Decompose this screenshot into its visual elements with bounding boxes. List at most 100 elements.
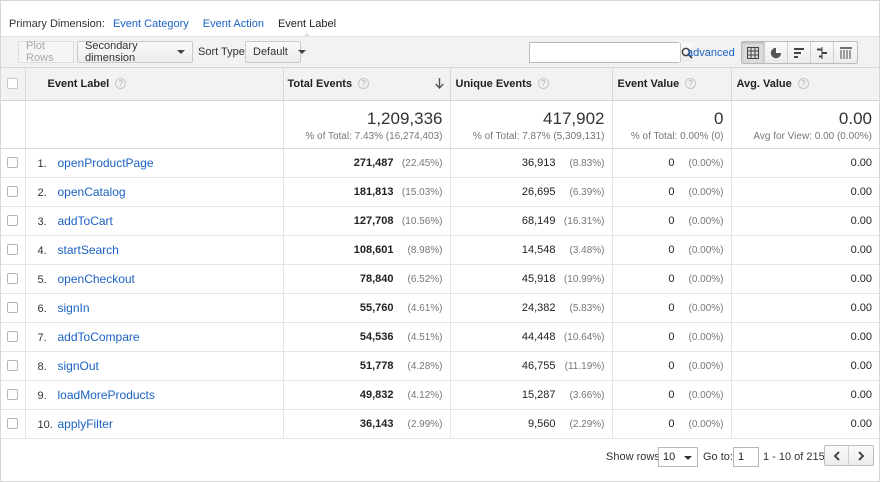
- event-value-cell: 0 (0.00%): [612, 235, 732, 265]
- unique-events-value: 15,287: [521, 388, 556, 401]
- unique-events-pct: (8.83%): [569, 157, 605, 169]
- unique-events-cell: 24,382 (5.83%): [450, 293, 613, 323]
- total-events-pct: (8.98%): [407, 244, 443, 256]
- event-label-link[interactable]: applyFilter: [57, 416, 113, 431]
- event-label-link[interactable]: openCatalog: [57, 184, 126, 199]
- row-checkbox[interactable]: [7, 186, 19, 198]
- event-label-link[interactable]: addToCompare: [57, 329, 140, 344]
- table-row: 6. signIn 55,760 (4.61%) 24,382 (5.83%) 0 (0.00…: [1, 293, 879, 323]
- help-icon[interactable]: ?: [797, 77, 809, 89]
- event-label-link[interactable]: startSearch: [57, 242, 119, 257]
- dimension-event-category[interactable]: Event Category: [112, 18, 189, 30]
- table-row: 5. openCheckout 78,840 (6.52%) 45,918 (10.99%…: [1, 264, 879, 294]
- event-label-link[interactable]: signOut: [57, 358, 99, 373]
- total-events-value: 108,601: [353, 243, 394, 256]
- goto-input[interactable]: 1: [733, 447, 759, 467]
- search-icon: [681, 47, 693, 59]
- row-checkbox[interactable]: [7, 389, 19, 401]
- total-events-pct: (2.99%): [407, 418, 443, 430]
- show-rows-select[interactable]: 10: [658, 447, 698, 467]
- unique-events-pct: (10.99%): [563, 273, 605, 285]
- next-page-button[interactable]: [849, 446, 873, 465]
- summary-avg-value-value: 0.00: [838, 108, 872, 128]
- avg-value-cell: 0.00: [731, 293, 879, 323]
- col-event-value[interactable]: Event Value?: [612, 68, 732, 101]
- row-checkbox-cell: [1, 206, 26, 236]
- event-label-link[interactable]: openProductPage: [57, 155, 154, 170]
- total-events-pct: (15.03%): [401, 186, 443, 198]
- chevron-down-icon: [297, 50, 306, 54]
- event-label-link[interactable]: addToCart: [57, 213, 113, 228]
- row-checkbox[interactable]: [7, 273, 19, 285]
- col-unique-events[interactable]: Unique Events?: [450, 68, 613, 101]
- primary-dimension-bar: Primary Dimension: Event Category Event …: [9, 17, 337, 38]
- event-value-pct: (0.00%): [688, 157, 724, 169]
- col-event-label[interactable]: Event Label?: [25, 68, 284, 101]
- help-icon[interactable]: ?: [685, 77, 697, 89]
- performance-view-icon: [794, 47, 804, 58]
- search-input[interactable]: [530, 43, 680, 62]
- unique-events-cell: 44,448 (10.64%): [450, 322, 613, 352]
- pie-view-button[interactable]: [765, 42, 788, 63]
- total-events-pct: (22.45%): [401, 157, 443, 169]
- sort-type-dropdown[interactable]: Default: [245, 41, 306, 63]
- summary-total-events-sub: % of Total: 7.43% (16,274,403): [305, 130, 443, 142]
- unique-events-value: 26,695: [521, 185, 556, 198]
- unique-events-pct: (3.66%): [569, 389, 605, 401]
- row-checkbox-cell: [1, 322, 26, 352]
- unique-events-cell: 9,560 (2.29%): [450, 409, 613, 439]
- total-events-value: 271,487: [353, 156, 394, 169]
- event-label-cell: 5. openCheckout: [25, 264, 284, 294]
- col-event-value-text: Event Value: [617, 77, 680, 90]
- row-checkbox[interactable]: [7, 244, 19, 256]
- event-label-cell: 4. startSearch: [25, 235, 284, 265]
- help-icon[interactable]: ?: [537, 77, 549, 89]
- event-label-cell: 8. signOut: [25, 351, 284, 381]
- table-view-icon: [747, 46, 759, 59]
- event-label-link[interactable]: loadMoreProducts: [57, 387, 155, 402]
- event-value-value: 0: [668, 330, 675, 343]
- comparison-view-button[interactable]: [811, 42, 834, 63]
- row-checkbox[interactable]: [7, 157, 19, 169]
- table-view-button[interactable]: [742, 42, 765, 63]
- advanced-filter-link[interactable]: advanced: [687, 47, 735, 59]
- goto-label: Go to:: [703, 451, 733, 463]
- event-value-value: 0: [668, 359, 675, 372]
- dimension-event-label[interactable]: Event Label: [277, 18, 337, 38]
- search-button[interactable]: [680, 43, 693, 62]
- unique-events-value: 44,448: [521, 330, 556, 343]
- col-total-events[interactable]: Total Events?: [283, 68, 451, 101]
- plot-rows-button[interactable]: Plot Rows: [18, 40, 74, 64]
- event-value-cell: 0 (0.00%): [612, 264, 732, 294]
- unique-events-pct: (6.39%): [569, 186, 605, 198]
- event-value-pct: (0.00%): [688, 215, 724, 227]
- event-value-value: 0: [668, 301, 675, 314]
- row-checkbox-cell: [1, 293, 26, 323]
- event-label-link[interactable]: openCheckout: [57, 271, 135, 286]
- event-label-cell: 7. addToCompare: [25, 322, 284, 352]
- dimension-event-action[interactable]: Event Action: [202, 18, 264, 30]
- unique-events-pct: (10.64%): [563, 331, 605, 343]
- col-avg-value[interactable]: Avg. Value?: [731, 68, 879, 101]
- performance-view-button[interactable]: [788, 42, 811, 63]
- event-value-cell: 0 (0.00%): [612, 380, 732, 410]
- row-checkbox[interactable]: [7, 360, 19, 372]
- total-events-value: 55,760: [359, 301, 394, 314]
- total-events-cell: 54,536 (4.51%): [283, 322, 451, 352]
- pivot-view-button[interactable]: [834, 42, 857, 63]
- row-checkbox[interactable]: [7, 215, 19, 227]
- secondary-dimension-dropdown[interactable]: Secondary dimension: [77, 40, 193, 64]
- row-checkbox[interactable]: [7, 418, 19, 430]
- col-avg-value-text: Avg. Value: [736, 77, 792, 90]
- help-icon[interactable]: ?: [115, 77, 127, 89]
- row-checkbox[interactable]: [7, 302, 19, 314]
- help-icon[interactable]: ?: [358, 77, 370, 89]
- total-events-value: 181,813: [353, 185, 394, 198]
- row-checkbox[interactable]: [7, 331, 19, 343]
- select-all-checkbox[interactable]: [7, 78, 19, 90]
- event-value-cell: 0 (0.00%): [612, 293, 732, 323]
- event-value-value: 0: [668, 243, 675, 256]
- event-label-link[interactable]: signIn: [57, 300, 90, 315]
- prev-page-button[interactable]: [825, 446, 849, 465]
- avg-value-cell: 0.00: [731, 235, 879, 265]
